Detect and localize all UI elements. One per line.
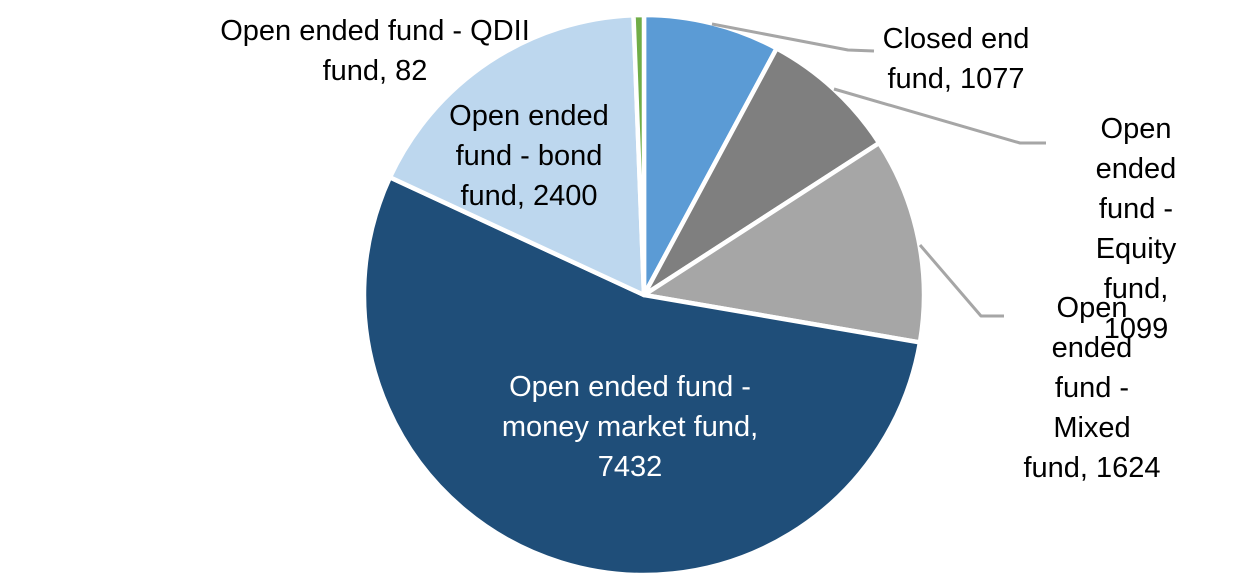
pie-slice-bond-fund: [387, 12, 647, 298]
pie-slice-qdii-fund: [631, 12, 647, 298]
pie-slice-equity-fund: [641, 46, 882, 298]
pie-label-qdii-fund: Open ended fund - QDII fund, 82: [220, 15, 530, 87]
leader-line-mixed-fund: [918, 244, 1004, 318]
leader-line-equity-fund: [833, 87, 1046, 145]
leader-line-closed-end-fund: [711, 22, 875, 53]
pie-label-mixed-fund: Open ended fund - Mixed fund, 1624: [1023, 292, 1161, 484]
pie-slice-money-market-fund: [361, 175, 923, 578]
pie-slice-mixed-fund: [641, 140, 927, 345]
pie-label-closed-end-fund: Closed end fund, 1077: [882, 23, 1030, 95]
pie-label-money-market-fund: Open ended fund - money market fund, 743…: [501, 371, 759, 483]
pie-label-bond-fund: Open ended fund - bond fund, 2400: [449, 100, 609, 212]
pie-label-equity-fund: Open ended fund - Equity fund, 1099: [1095, 113, 1177, 345]
